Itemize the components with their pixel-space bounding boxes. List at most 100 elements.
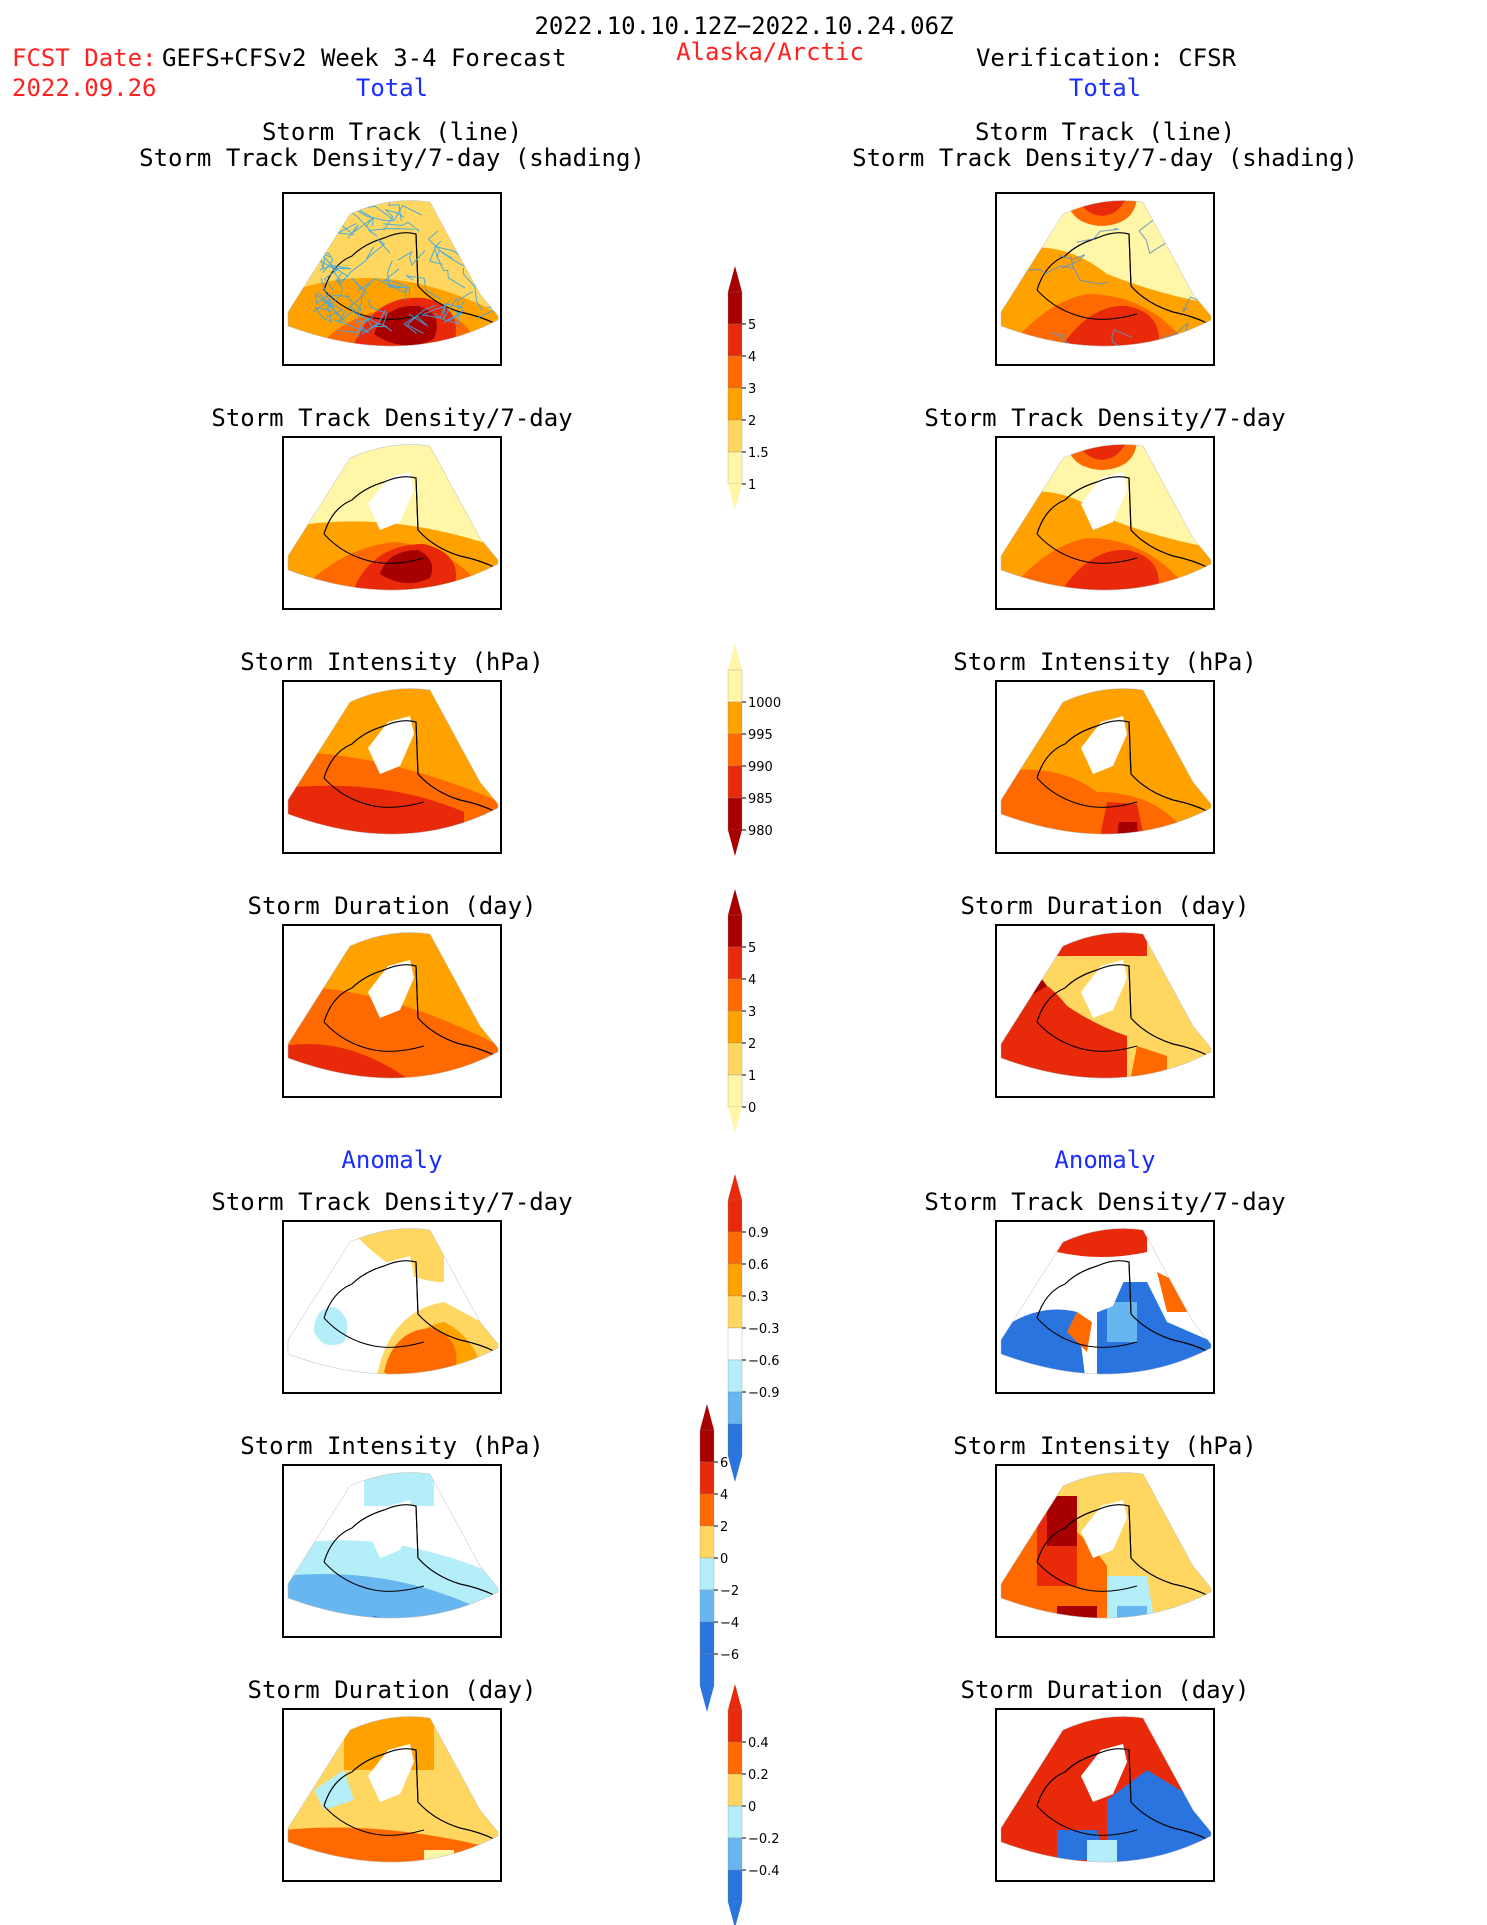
colorbar-tick-label: 985	[748, 792, 773, 807]
colorbar-swatch	[727, 978, 743, 1012]
colorbar-tick-label: 2	[748, 1037, 756, 1052]
colorbar-top-arrow	[728, 266, 742, 292]
colorbar-tick-label: 0	[748, 1800, 756, 1815]
colorbar-tick-label: 990	[748, 760, 773, 775]
colorbar-swatch	[727, 946, 743, 980]
colorbar-tick-label: 4	[748, 973, 756, 988]
colorbar-tick-label: 980	[748, 824, 773, 839]
map-right-density-svg	[1000, 444, 1212, 591]
colorbar-swatch	[727, 451, 743, 485]
colorbar-swatch	[727, 1263, 743, 1297]
colorbar-tick-label: 995	[748, 728, 773, 743]
model-label: GEFS+CFSv2 Week 3-4 Forecast	[162, 44, 567, 72]
colorbar-duration-svg: 5 4 3 2 1 0	[727, 889, 756, 1133]
map-right-track-svg	[1000, 200, 1212, 347]
map-right-density	[995, 436, 1215, 610]
right-total-label: Total	[1068, 74, 1142, 102]
colorbar-bottom-arrow	[728, 484, 742, 510]
colorbar-tick-label: −6	[720, 1648, 739, 1663]
colorbar-duration-anom-svg: 0.4 0.2 0 −0.2 −0.4	[727, 1684, 780, 1925]
colorbar-swatch	[699, 1525, 715, 1559]
colorbar-swatch	[727, 1709, 743, 1743]
colorbar-swatch	[699, 1653, 715, 1687]
colorbar-intensity-anom: 6 4 2 0 −2 −4 −6	[690, 1400, 770, 1714]
left-title-density: Storm Track Density/7-day	[211, 404, 573, 432]
map-right-track	[995, 192, 1215, 366]
colorbar-tick-label: −0.4	[748, 1864, 780, 1879]
left-title-duration: Storm Duration (day)	[247, 892, 537, 920]
colorbar-tick-label: −0.6	[748, 1354, 780, 1369]
colorbar-tick-label: 0.2	[748, 1768, 769, 1783]
colorbar-swatch	[727, 669, 743, 703]
colorbar-swatch	[727, 1010, 743, 1044]
right-title-density: Storm Track Density/7-day	[924, 404, 1286, 432]
map-left-intensity-svg	[287, 688, 499, 835]
colorbar-tick-label: 1000	[748, 696, 781, 711]
colorbar-swatch	[727, 1741, 743, 1775]
colorbar-density-anom-svg: 0.9 0.6 0.3 −0.3 −0.6 −0.9	[727, 1174, 780, 1482]
map-right-duration-svg	[1000, 932, 1212, 1079]
colorbar-tick-label: 0.9	[748, 1226, 769, 1241]
colorbar-swatch	[699, 1429, 715, 1463]
colorbar-swatch	[727, 1042, 743, 1076]
colorbar-tick-label: −0.9	[748, 1386, 780, 1401]
map-right-intensity-anom	[995, 1464, 1215, 1638]
colorbar-swatch	[727, 323, 743, 357]
right-title-duration-anom: Storm Duration (day)	[960, 1676, 1250, 1704]
right-title-intensity-anom: Storm Intensity (hPa)	[953, 1432, 1257, 1460]
map-right-density-anom-svg	[1000, 1228, 1212, 1375]
left-title-track-line: Storm Track (line)	[261, 118, 523, 146]
colorbar-swatch	[727, 1805, 743, 1839]
right-title-duration: Storm Duration (day)	[960, 892, 1250, 920]
map-left-density-svg	[287, 444, 499, 591]
map-right-duration	[995, 924, 1215, 1098]
map-right-duration-anom	[995, 1708, 1215, 1882]
map-left-track	[282, 192, 502, 366]
colorbar-tick-label: 2	[720, 1520, 728, 1535]
colorbar-duration-anom: 0.4 0.2 0 −0.2 −0.4	[718, 1680, 798, 1925]
colorbar-swatch	[727, 1231, 743, 1265]
colorbar-swatch	[727, 914, 743, 948]
colorbar-density: 5 4 3 2 1.5 1	[718, 262, 798, 546]
colorbar-intensity-svg: 1000 995 990 985 980	[727, 644, 781, 856]
fcst-date-value: 2022.09.26	[12, 74, 157, 102]
map-left-density-anom-svg	[287, 1228, 499, 1375]
colorbar-swatch	[727, 701, 743, 735]
colorbar-density-anom: 0.9 0.6 0.3 −0.3 −0.6 −0.9	[718, 1170, 798, 1482]
map-left-duration	[282, 924, 502, 1098]
colorbar-swatch	[727, 1199, 743, 1233]
colorbar-bottom-arrow	[728, 1456, 742, 1482]
colorbar-top-arrow	[728, 1684, 742, 1710]
colorbar-swatch	[727, 1869, 743, 1903]
colorbar-swatch	[727, 1074, 743, 1108]
colorbar-tick-label: 1.5	[748, 446, 769, 461]
map-left-duration-anom	[282, 1708, 502, 1882]
colorbar-intensity: 1000 995 990 985 980	[718, 640, 798, 884]
left-anomaly-label: Anomaly	[341, 1146, 443, 1174]
map-right-duration-anom-svg	[1000, 1716, 1212, 1863]
colorbar-duration: 5 4 3 2 1 0	[718, 885, 798, 1169]
colorbar-tick-label: 1	[748, 1069, 756, 1084]
colorbar-swatch	[727, 797, 743, 831]
colorbar-swatch	[727, 765, 743, 799]
map-left-density	[282, 436, 502, 610]
left-title-intensity: Storm Intensity (hPa)	[240, 648, 544, 676]
map-left-duration-svg	[287, 932, 499, 1079]
colorbar-tick-label: 3	[748, 382, 756, 397]
colorbar-bottom-arrow	[700, 1686, 714, 1712]
colorbar-tick-label: 1	[748, 478, 756, 493]
colorbar-tick-label: 4	[748, 350, 756, 365]
colorbar-bottom-arrow	[728, 1107, 742, 1133]
colorbar-top-arrow	[728, 889, 742, 915]
map-left-intensity-anom	[282, 1464, 502, 1638]
colorbar-swatch	[699, 1589, 715, 1623]
right-title-intensity: Storm Intensity (hPa)	[953, 648, 1257, 676]
colorbar-bottom-arrow	[728, 830, 742, 856]
map-right-intensity	[995, 680, 1215, 854]
map-right-intensity-anom-svg	[1000, 1472, 1212, 1619]
colorbar-tick-label: 5	[748, 318, 756, 333]
colorbar-swatch	[727, 355, 743, 389]
colorbar-tick-label: −2	[720, 1584, 739, 1599]
map-left-duration-anom-svg	[287, 1716, 499, 1863]
colorbar-swatch	[699, 1557, 715, 1591]
